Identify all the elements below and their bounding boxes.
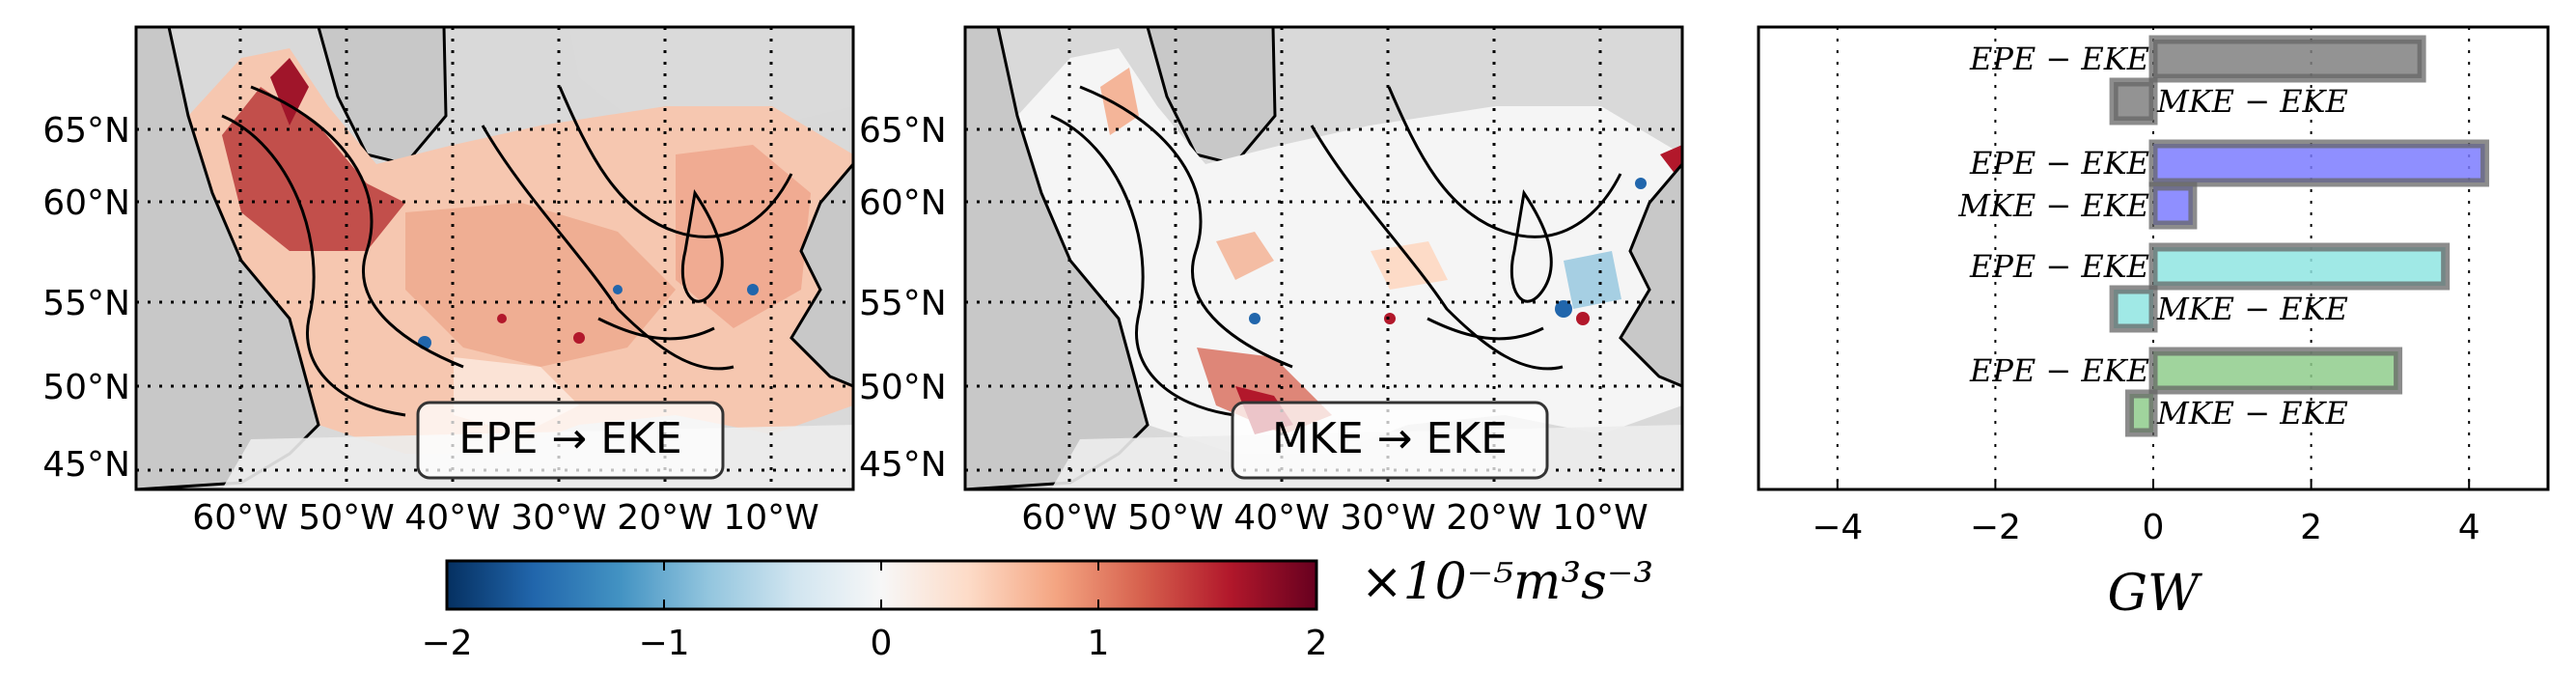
lon-label: 40°W	[1233, 498, 1329, 538]
bar-chart-frame	[1757, 25, 2550, 491]
lat-label: 50°N	[42, 368, 130, 407]
bar-label: MKE − EKE	[2156, 395, 2348, 432]
bar-label: EPE − EKE	[1969, 248, 2149, 285]
colorbar-tick: 1	[1088, 624, 1110, 663]
lat-label: 55°N	[42, 284, 130, 323]
x-tick-label: 2	[2300, 508, 2322, 547]
colorbar-unit: ×10⁻⁵m³s⁻³	[1361, 553, 1653, 611]
bar	[2109, 77, 2158, 125]
bar-chart-bars	[2109, 35, 2490, 437]
map-label: EPE → EKE	[458, 414, 681, 463]
lon-label: 40°W	[404, 498, 500, 538]
lon-label: 60°W	[192, 498, 288, 538]
bar-label: EPE − EKE	[1969, 352, 2149, 389]
lon-label: 50°W	[1127, 498, 1223, 538]
map-mke-eke: MKE → EKE 65°N 60°N 55°N 50°N 45°N 60°W …	[859, 25, 1684, 538]
bar	[2109, 285, 2158, 333]
lon-label: 50°W	[298, 498, 394, 538]
bar	[2124, 389, 2158, 437]
lat-label: 50°N	[859, 368, 947, 407]
map-label: MKE → EKE	[1272, 414, 1508, 463]
lon-label: 60°W	[1021, 498, 1117, 538]
lon-label: 10°W	[723, 498, 818, 538]
bar	[2148, 139, 2490, 187]
bar-label: EPE − EKE	[1969, 145, 2149, 181]
bar-chart-ticks: −4 −2 0 2 4	[1812, 480, 2480, 547]
map-label-box	[416, 401, 725, 480]
bar	[2148, 181, 2198, 230]
lon-label: 30°W	[1340, 498, 1435, 538]
lon-label: 10°W	[1552, 498, 1648, 538]
colorbar: −2 −1 0 1 2 ×10⁻⁵m³s⁻³	[421, 553, 1653, 663]
x-tick-label: 4	[2458, 508, 2480, 547]
bar-label: MKE − EKE	[2156, 291, 2348, 327]
bar	[2148, 242, 2451, 291]
lat-label: 65°N	[859, 111, 947, 151]
lon-label: 20°W	[617, 498, 712, 538]
bar	[2148, 35, 2426, 83]
colorbar-tick: −2	[421, 624, 472, 663]
colorbar-tick: 0	[871, 624, 893, 663]
colorbar-tick: −1	[638, 624, 689, 663]
lon-label: 30°W	[511, 498, 606, 538]
lat-label: 65°N	[42, 111, 130, 151]
colorbar-tick: 2	[1306, 624, 1328, 663]
lat-label: 55°N	[859, 284, 947, 323]
x-tick-label: −2	[1970, 508, 2021, 547]
map-epe-eke: EPE → EKE 65°N 60°N 55°N 50°N 45°N 60°W …	[42, 25, 855, 538]
bar	[2148, 347, 2403, 395]
x-tick-label: −4	[1812, 508, 1863, 547]
x-tick-label: 0	[2143, 508, 2165, 547]
lat-label: 45°N	[859, 445, 947, 485]
lat-label: 60°N	[42, 183, 130, 223]
lon-label: 20°W	[1446, 498, 1541, 538]
bar-label: EPE − EKE	[1969, 41, 2149, 77]
lat-label: 60°N	[859, 183, 947, 223]
lat-label: 45°N	[42, 445, 130, 485]
bar-label: MKE − EKE	[1957, 187, 2149, 224]
map-label-box	[1231, 401, 1549, 480]
bar-label: MKE − EKE	[2156, 83, 2348, 120]
bar-chart-xlabel: GW	[2108, 565, 2203, 623]
